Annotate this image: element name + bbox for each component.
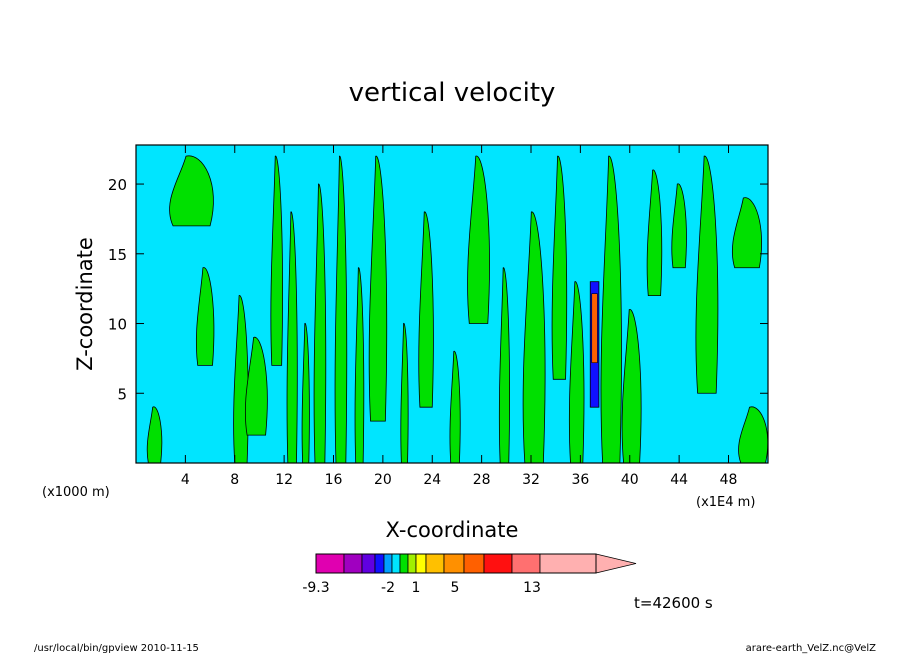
colorbar-bin-11: [443, 553, 465, 574]
positive-band-7: [301, 323, 310, 463]
positive-band-22: [646, 169, 663, 297]
y-unit-label: (x1E4 m): [696, 495, 755, 510]
colorbar-bin-6: [391, 553, 401, 574]
colorbar-bin-8: [407, 553, 417, 574]
x-tick-label: 40: [621, 472, 639, 488]
colorbar-bin-7: [399, 553, 409, 574]
x-tick-label: 8: [230, 472, 239, 488]
y-tick-label: 20: [108, 176, 127, 194]
positive-band-21: [621, 309, 642, 463]
time-label: t=42600 s: [634, 594, 713, 612]
colorbar-bin-2: [343, 553, 363, 574]
positive-band-19: [568, 281, 585, 463]
positive-band-4: [244, 337, 268, 436]
x-tick-label: 4: [181, 472, 190, 488]
colorbar-label: 13: [523, 580, 541, 596]
strong-updraft-core: [589, 281, 600, 408]
colorbar-bin-14: [511, 553, 541, 574]
colorbar-bin-15: [539, 553, 597, 574]
core-inner: [591, 293, 598, 364]
plot-frame: [135, 144, 769, 464]
positive-band-24: [695, 155, 719, 394]
colorbar-label: 5: [451, 580, 460, 596]
plot-area: [136, 145, 768, 463]
positive-band-25: [731, 197, 763, 269]
colorbar: [315, 553, 637, 574]
colorbar-bin-12: [463, 553, 485, 574]
positive-band-13: [418, 211, 434, 408]
colorbar-label: -9.3: [302, 580, 329, 596]
positive-band-15: [467, 155, 490, 324]
colorbar-bin-0: [315, 553, 345, 574]
x-axis-label: X-coordinate: [386, 518, 519, 542]
positive-band-0: [146, 406, 163, 463]
colorbar-frame: [315, 553, 597, 574]
colorbar-bin-3: [361, 553, 376, 574]
x-tick-label: 12: [275, 472, 293, 488]
x-tick-label: 28: [473, 472, 491, 488]
x-unit-label: (x1000 m): [42, 485, 110, 500]
positive-band-9: [334, 155, 348, 463]
positive-band-14: [449, 351, 461, 463]
positive-band-11: [368, 155, 388, 422]
y-axis-label: Z-coordinate: [73, 237, 97, 371]
colorbar-bin-4: [374, 553, 385, 574]
x-tick-label: 20: [374, 472, 392, 488]
x-axis-ticks: 4 8 12 16 20 24 28 32 36 40 44 48: [181, 145, 738, 488]
positive-band-10: [354, 267, 365, 463]
positive-band-12: [400, 323, 409, 463]
colorbar-label: 1: [412, 580, 421, 596]
positive-band-2: [195, 267, 215, 366]
colorbar-labels: -9.3 -2 1 5 13: [302, 580, 541, 596]
y-axis-ticks: 5 10 15 20: [108, 176, 768, 403]
colorbar-label: -2: [381, 580, 395, 596]
colorbar-extend-max: [595, 553, 637, 574]
footer-right: arare-earth_VelZ.nc@VelZ: [746, 643, 877, 654]
y-tick-label: 10: [108, 316, 127, 334]
positive-band-1: [169, 155, 214, 227]
x-tick-label: 24: [423, 472, 441, 488]
positive-band-5: [270, 155, 283, 366]
y-tick-label: 5: [117, 385, 127, 403]
colorbar-bin-5: [383, 553, 393, 574]
colorbar-bin-13: [483, 553, 513, 574]
x-tick-label: 16: [325, 472, 343, 488]
x-tick-label: 48: [720, 472, 738, 488]
x-tick-label: 32: [522, 472, 540, 488]
x-tick-label: 44: [670, 472, 688, 488]
positive-band-16: [498, 267, 510, 463]
y-tick-label: 15: [108, 246, 127, 264]
positive-band-20: [600, 155, 622, 463]
colorbar-bin-9: [415, 553, 427, 574]
positive-band-18: [551, 155, 568, 380]
chart-title: vertical velocity: [349, 78, 556, 108]
x-tick-label: 36: [571, 472, 589, 488]
colorbar-bin-10: [425, 553, 445, 574]
footer-left: /usr/local/bin/gpview 2010-11-15: [34, 643, 199, 654]
positive-bands: [146, 155, 768, 463]
positive-band-6: [286, 211, 298, 463]
positive-band-8: [313, 183, 327, 463]
positive-band-17: [522, 211, 546, 463]
positive-band-23: [671, 183, 687, 269]
